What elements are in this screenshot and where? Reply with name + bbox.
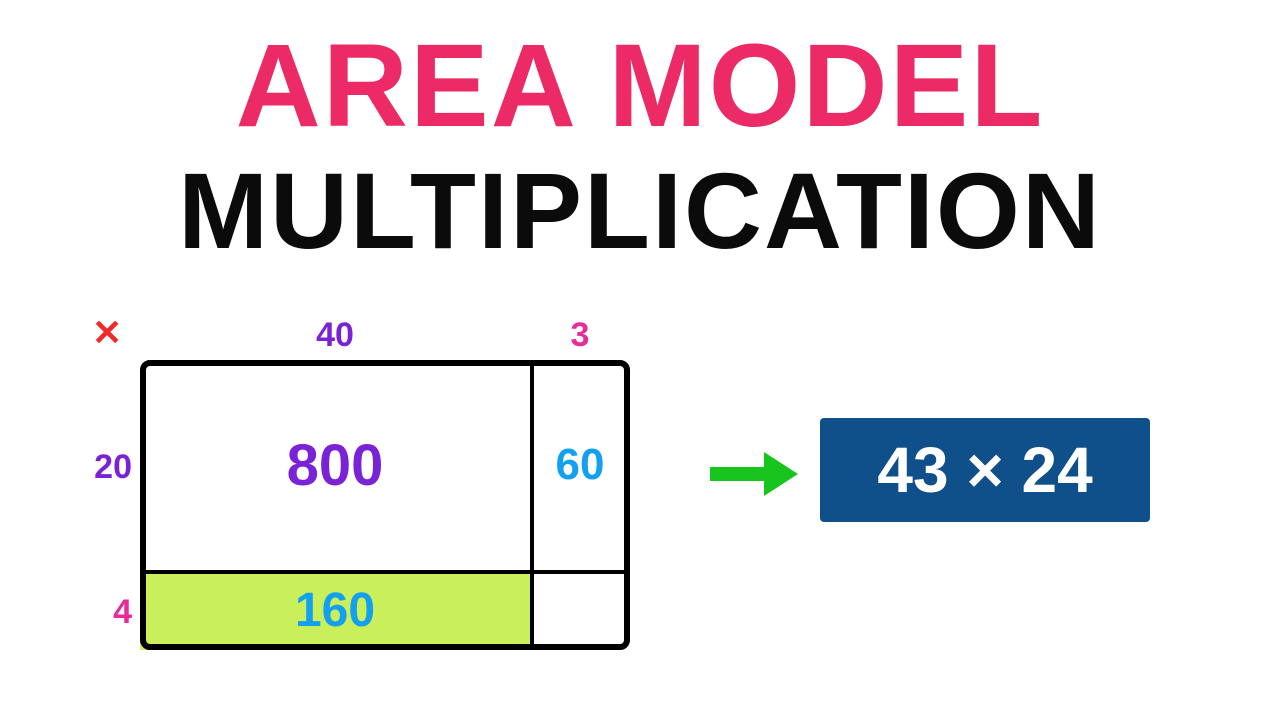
cell-1-0: 160	[140, 570, 530, 650]
title-line-1: AREA MODEL	[0, 18, 1280, 154]
title-line-2: MULTIPLICATION	[0, 148, 1280, 273]
col-label-0: 40	[295, 316, 375, 355]
cell-0-1: 60	[530, 360, 630, 570]
col-label-1: 3	[540, 316, 620, 355]
result-box: 43 × 24	[820, 418, 1150, 522]
area-model-diagram: ✕ 40 3 20 4 800 60 160	[80, 310, 700, 710]
row-label-1: 4	[82, 593, 132, 632]
row-label-0: 20	[82, 448, 132, 487]
arrow-shaft	[710, 467, 764, 481]
arrow-icon	[710, 452, 798, 496]
multiply-icon: ✕	[92, 312, 122, 354]
arrow-head	[764, 452, 798, 496]
cell-0-0: 800	[140, 360, 530, 570]
cell-1-1	[530, 570, 630, 650]
